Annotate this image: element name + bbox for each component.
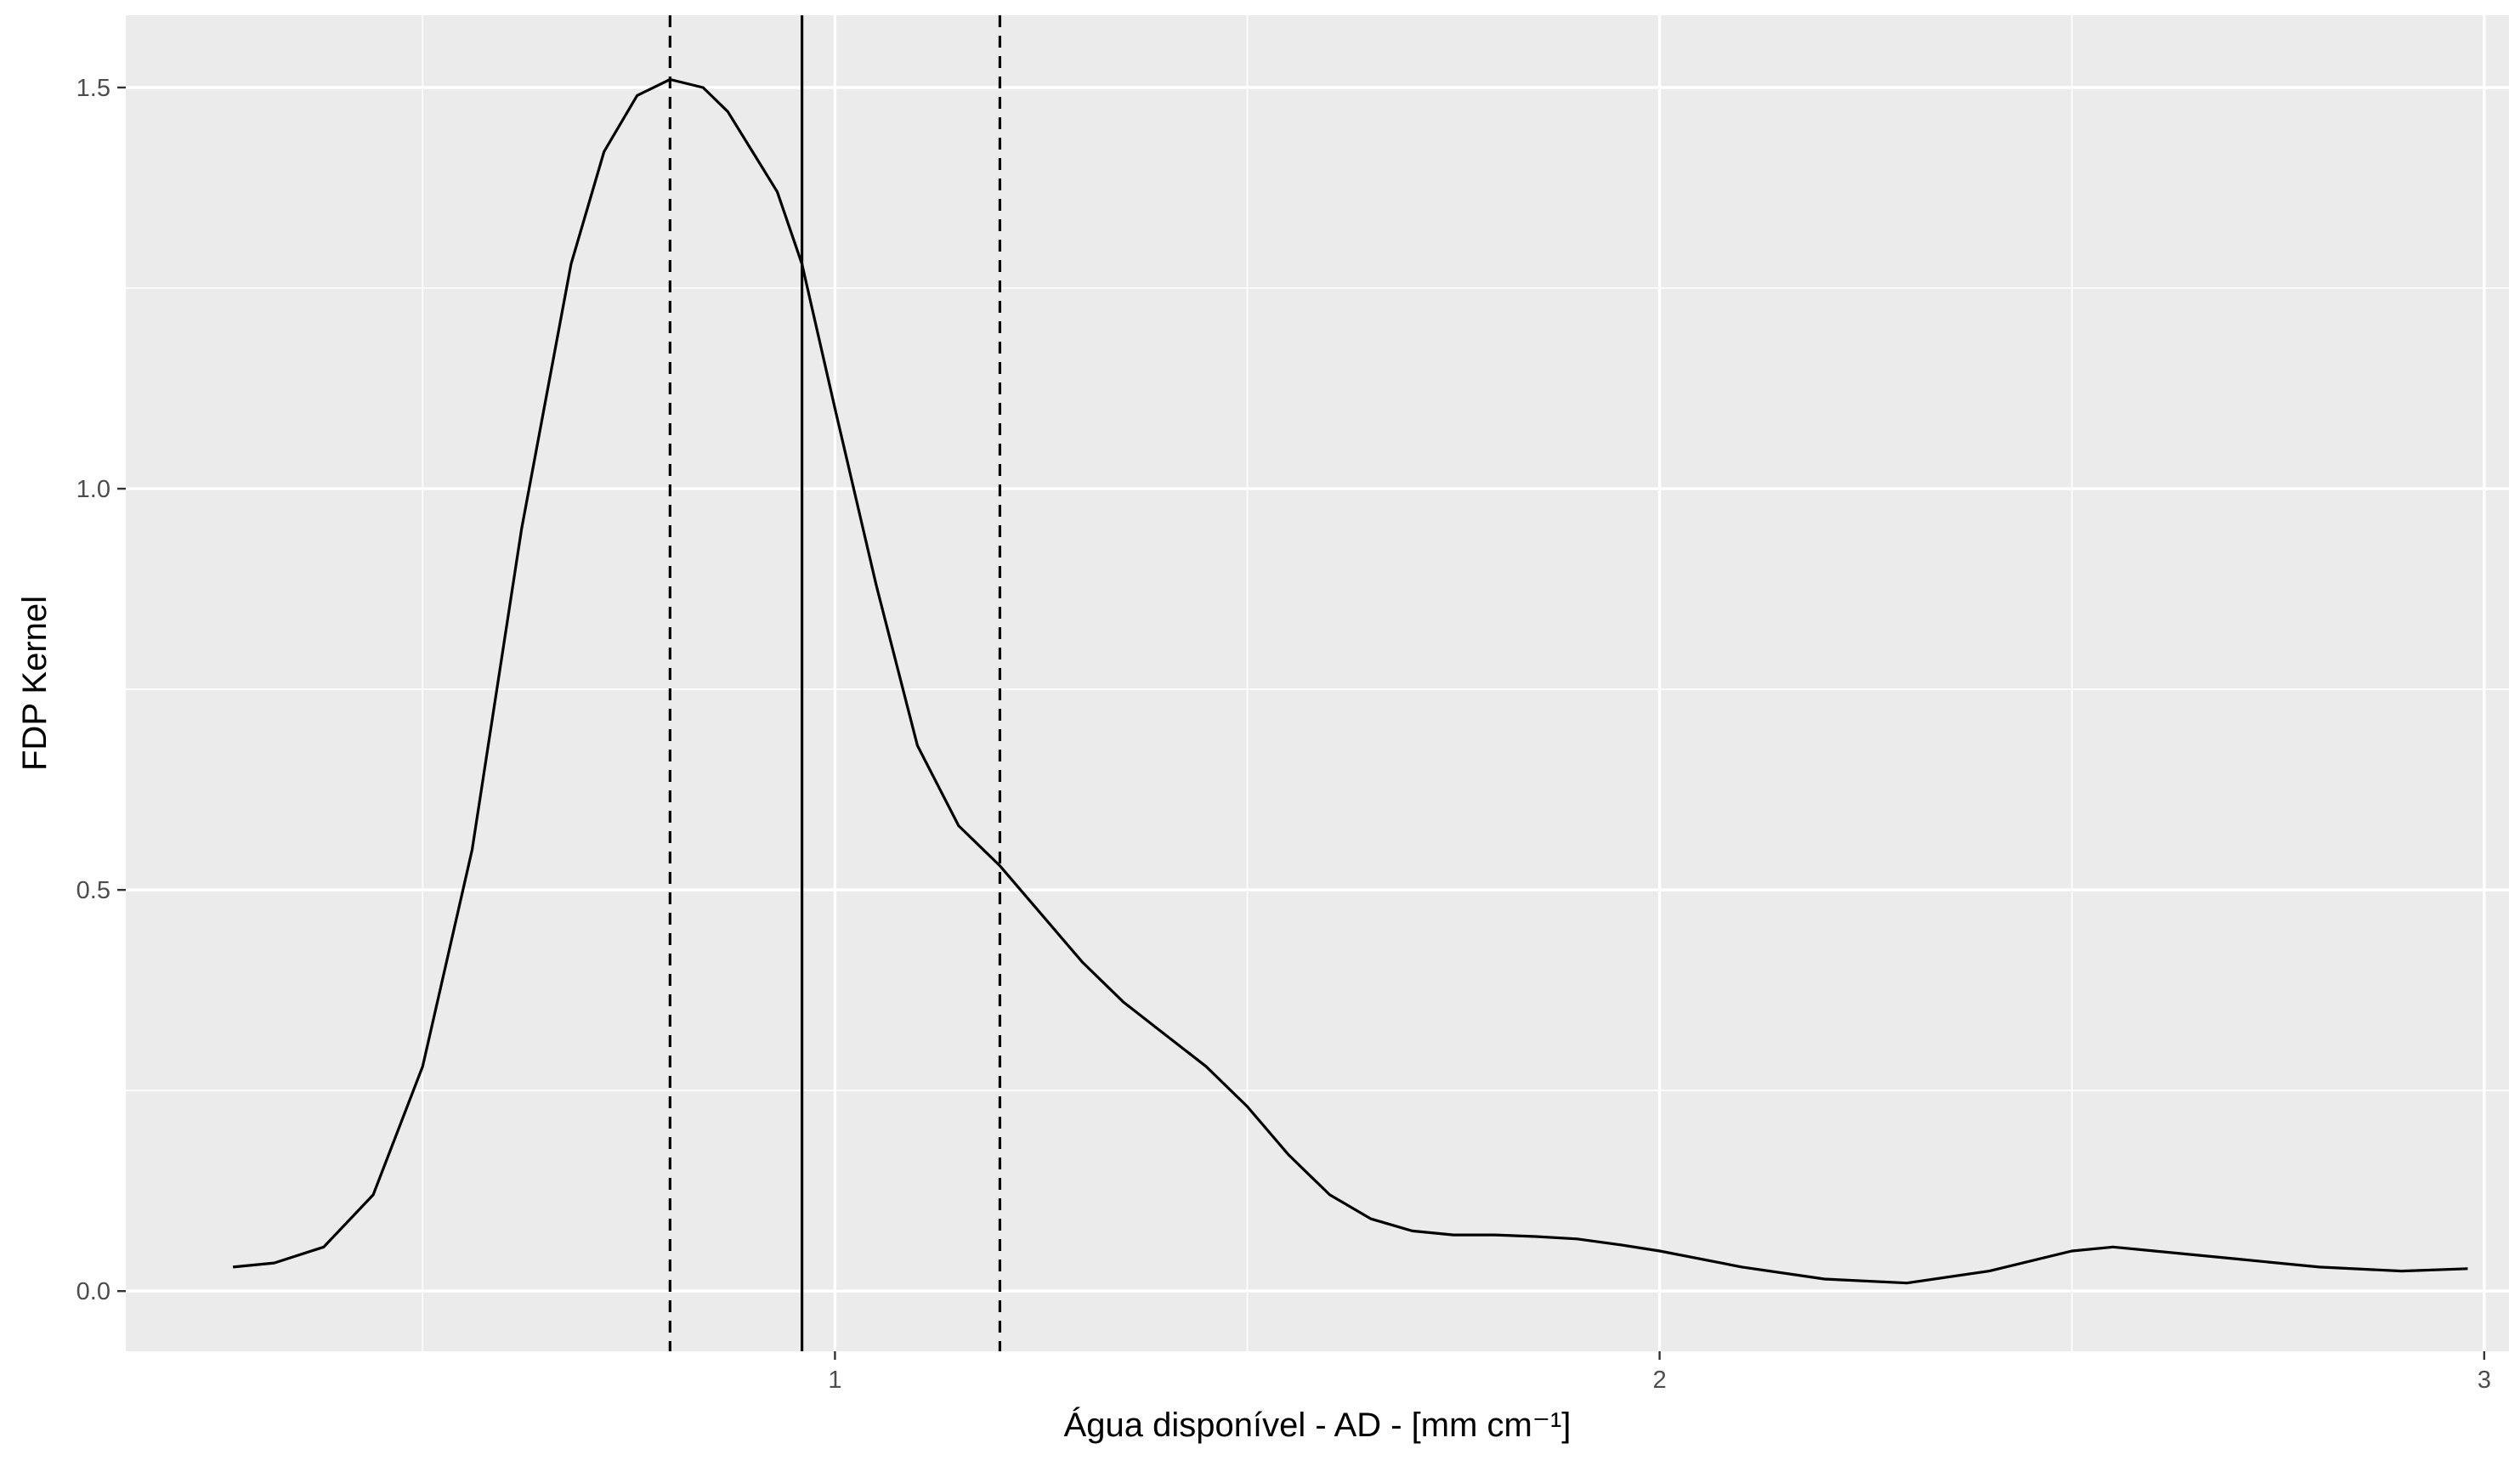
major-gridlines [126, 15, 2509, 1351]
axis-ticks: 1 2 3 0.0 0.5 1.0 1.5 [76, 75, 2491, 1394]
y-axis-title: FDP Kernel [16, 596, 54, 771]
plot-panel [126, 15, 2509, 1351]
x-tick-label: 2 [1653, 1367, 1667, 1394]
x-tick-label: 3 [2478, 1367, 2491, 1394]
density-curve [232, 77, 2468, 1285]
reference-lines [668, 15, 1002, 1351]
minor-gridlines [126, 15, 2509, 1351]
x-axis-title: Água disponível - AD - [mm cm⁻¹] [1064, 1406, 1571, 1444]
x-tick-label: 1 [828, 1367, 841, 1394]
y-tick-label: 1.5 [76, 75, 110, 102]
y-tick-label: 0.5 [76, 877, 110, 904]
density-curves [232, 77, 2468, 1285]
y-tick-label: 1.0 [76, 476, 110, 503]
y-tick-label: 0.0 [76, 1278, 110, 1305]
